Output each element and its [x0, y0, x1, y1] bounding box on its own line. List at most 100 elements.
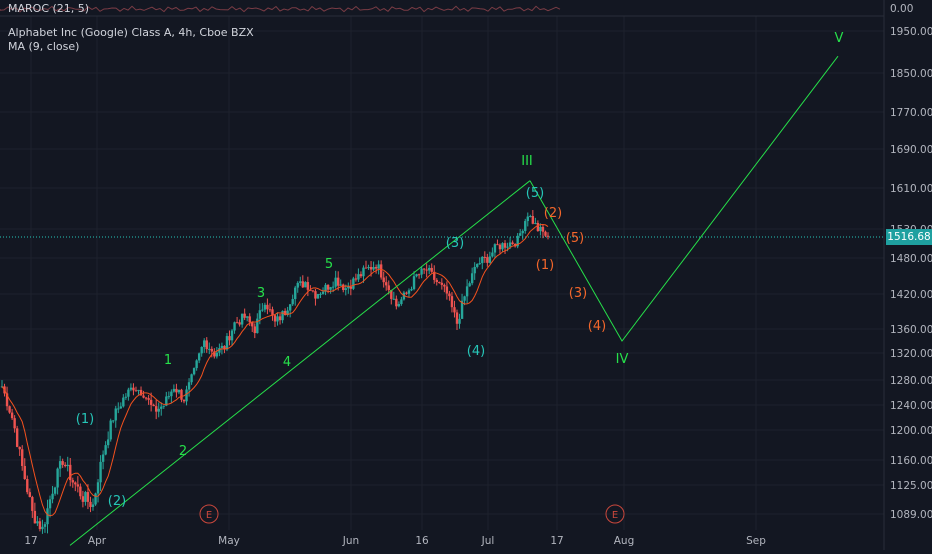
candle-body — [364, 267, 368, 269]
candle-body — [321, 291, 325, 294]
wave-label[interactable]: (4) — [467, 344, 485, 359]
candle-body — [372, 267, 375, 270]
candle-body — [339, 284, 342, 286]
wave-label[interactable]: 4 — [283, 355, 291, 370]
candle-body — [165, 396, 168, 406]
candle-body — [508, 242, 512, 247]
candle-body — [167, 396, 171, 398]
candle-body — [334, 277, 337, 287]
candle-body — [427, 267, 431, 271]
candle-body — [261, 309, 264, 311]
candle-body — [197, 353, 201, 361]
candle-body — [488, 256, 492, 263]
wave-label[interactable]: (2) — [544, 206, 562, 221]
wave-label[interactable]: (5) — [526, 186, 544, 201]
candle-body — [433, 271, 436, 280]
candle-body — [48, 499, 52, 509]
wave-label[interactable]: (1) — [536, 258, 554, 273]
x-tick-label: Jul — [481, 535, 495, 547]
y-tick-label: 1240.00 — [890, 400, 932, 412]
candle-body — [344, 288, 347, 290]
candle-body — [342, 284, 345, 290]
candle-body — [127, 389, 130, 397]
candle-body — [291, 299, 294, 305]
candle-body — [453, 307, 456, 313]
candle-body — [316, 294, 320, 299]
earnings-marker[interactable] — [199, 504, 219, 524]
wave-label[interactable]: IV — [616, 352, 629, 367]
candle-body — [63, 464, 67, 467]
candle-body — [445, 286, 449, 294]
candle-body — [271, 309, 274, 316]
candle-body — [18, 446, 21, 450]
candle-body — [273, 315, 277, 322]
wave-label[interactable]: 5 — [325, 257, 333, 272]
candle-body — [524, 221, 527, 231]
candle-body — [5, 393, 9, 407]
candle-body — [185, 389, 188, 402]
wave-label[interactable]: V — [835, 31, 844, 46]
candle-body — [324, 284, 327, 292]
candle-body — [256, 318, 259, 334]
candle-body — [149, 399, 153, 405]
earnings-label: E — [206, 510, 212, 521]
candle-body — [478, 263, 481, 265]
candle-body — [142, 395, 145, 398]
candle-body — [119, 406, 123, 409]
wave-label[interactable]: 2 — [179, 444, 187, 459]
oscillator-tick-label: 0.00 — [890, 3, 913, 15]
wave-label[interactable]: (5) — [566, 231, 584, 246]
trendline[interactable] — [69, 180, 531, 546]
candle-body — [420, 268, 423, 275]
wave-label[interactable]: (4) — [588, 319, 606, 334]
candle-body — [182, 399, 186, 402]
candle-body — [491, 252, 494, 257]
candle-body — [382, 277, 385, 283]
wave-label[interactable]: (2) — [108, 494, 126, 509]
candle-body — [228, 336, 231, 341]
candle-body — [215, 352, 219, 357]
y-tick-label: 1770.00 — [890, 107, 932, 119]
wave-label[interactable]: 3 — [257, 286, 265, 301]
candle-body — [56, 468, 59, 488]
candle-body — [213, 351, 216, 357]
candle-body — [440, 282, 444, 285]
candle-body — [99, 461, 102, 483]
candle-body — [266, 304, 269, 310]
candle-body — [301, 281, 305, 288]
y-tick-label: 1420.00 — [890, 289, 932, 301]
candle-body — [304, 282, 307, 288]
candle-body — [463, 296, 466, 301]
wave-label[interactable]: (3) — [446, 236, 464, 251]
candle-body — [61, 461, 64, 465]
wave-label[interactable]: (1) — [76, 412, 94, 427]
wave-label[interactable]: 1 — [164, 353, 172, 368]
candle-body — [422, 268, 426, 270]
x-tick-label: 16 — [415, 535, 429, 547]
candle-body — [205, 340, 208, 350]
candle-body — [26, 479, 29, 493]
candle-body — [529, 216, 532, 218]
candle-body — [319, 293, 322, 295]
candle-body — [465, 286, 469, 297]
candle-body — [203, 340, 206, 347]
candle-body — [225, 336, 229, 350]
candle-body — [283, 310, 287, 315]
candle-body — [154, 406, 158, 412]
wave-label[interactable]: III — [521, 154, 533, 169]
wave-label[interactable]: (3) — [569, 286, 587, 301]
candle-body — [359, 274, 363, 277]
candle-body — [268, 309, 272, 311]
candle-body — [74, 482, 77, 485]
candle-body — [223, 345, 226, 350]
candle-body — [438, 282, 441, 284]
candle-body — [195, 360, 198, 369]
candle-body — [516, 235, 519, 247]
y-tick-label: 1320.00 — [890, 348, 932, 360]
candle-body — [349, 286, 353, 289]
projection-path[interactable] — [529, 55, 839, 342]
earnings-marker[interactable] — [605, 504, 625, 524]
candle-body — [187, 382, 191, 390]
candle-body — [89, 501, 92, 508]
